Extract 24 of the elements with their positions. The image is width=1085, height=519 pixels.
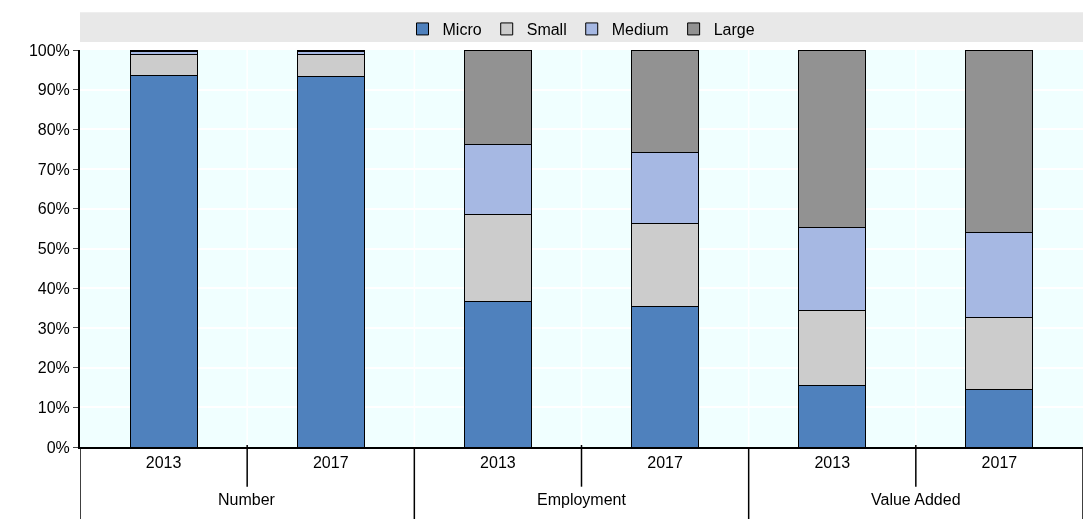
y-tick-label: 90% — [37, 81, 70, 99]
legend-label: Micro — [442, 21, 482, 39]
x-tick-label: 2017 — [981, 454, 1018, 472]
legend-label: Medium — [611, 21, 669, 39]
x-tick-label: 2017 — [312, 454, 349, 472]
x-tick-label: 2013 — [145, 454, 182, 472]
text: Value Added — [871, 491, 961, 508]
x-tick-label: 2013 — [814, 454, 851, 472]
text: Employment — [537, 491, 627, 508]
legend-label: Large — [713, 21, 755, 39]
y-tick-label: 0% — [46, 438, 70, 456]
y-tick-label: 80% — [37, 121, 70, 138]
y-tick-label: 70% — [37, 160, 70, 178]
y-tick-label: 60% — [37, 200, 70, 218]
y-tick-label: 100% — [28, 41, 70, 59]
y-tick-label: 20% — [37, 359, 70, 377]
legend-label: Small — [526, 21, 567, 39]
text: Number — [218, 491, 276, 508]
y-tick-label: 10% — [37, 398, 70, 416]
x-tick-label: 2013 — [480, 454, 516, 472]
y-tick-label: 50% — [37, 240, 70, 258]
x-tick-label: 2017 — [647, 454, 683, 472]
y-tick-label: 40% — [37, 279, 70, 297]
y-tick-label: 30% — [37, 319, 70, 337]
